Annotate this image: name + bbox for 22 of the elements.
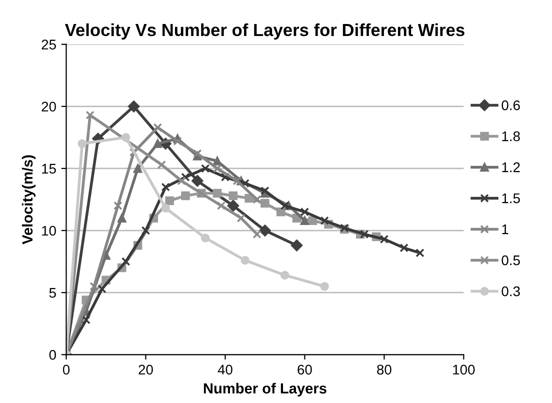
y-tick-label: 20 — [42, 102, 56, 112]
x-tick-label: 0 — [62, 364, 70, 375]
y-tick-label: 0 — [49, 350, 56, 360]
x-tick-label: 20 — [138, 364, 153, 375]
x-tick-label: 60 — [298, 364, 312, 375]
y-axis-title: Velocity(m/s) — [22, 155, 36, 244]
legend-label: 1.8 — [502, 131, 520, 142]
x-tick-label: 80 — [377, 364, 392, 375]
legend-label: 1.2 — [502, 162, 520, 172]
y-tick-label: 10 — [42, 226, 56, 236]
y-tick-label: 25 — [42, 40, 56, 50]
chart-title: Velocity Vs Number of Layers for Different Wires — [64, 23, 464, 40]
y-tick-label: 5 — [49, 288, 56, 298]
x-tick-label: 100 — [453, 364, 475, 375]
y-tick-label: 15 — [42, 164, 56, 174]
legend-label: 0.5 — [502, 255, 520, 266]
legend-label: 1.5 — [502, 194, 520, 204]
legend-label: 1 — [502, 224, 508, 234]
x-axis-title: Number of Layers — [204, 382, 326, 396]
legend-label: 0.6 — [502, 100, 520, 110]
legend-label: 0.3 — [502, 286, 520, 296]
x-tick-label: 40 — [218, 364, 232, 375]
